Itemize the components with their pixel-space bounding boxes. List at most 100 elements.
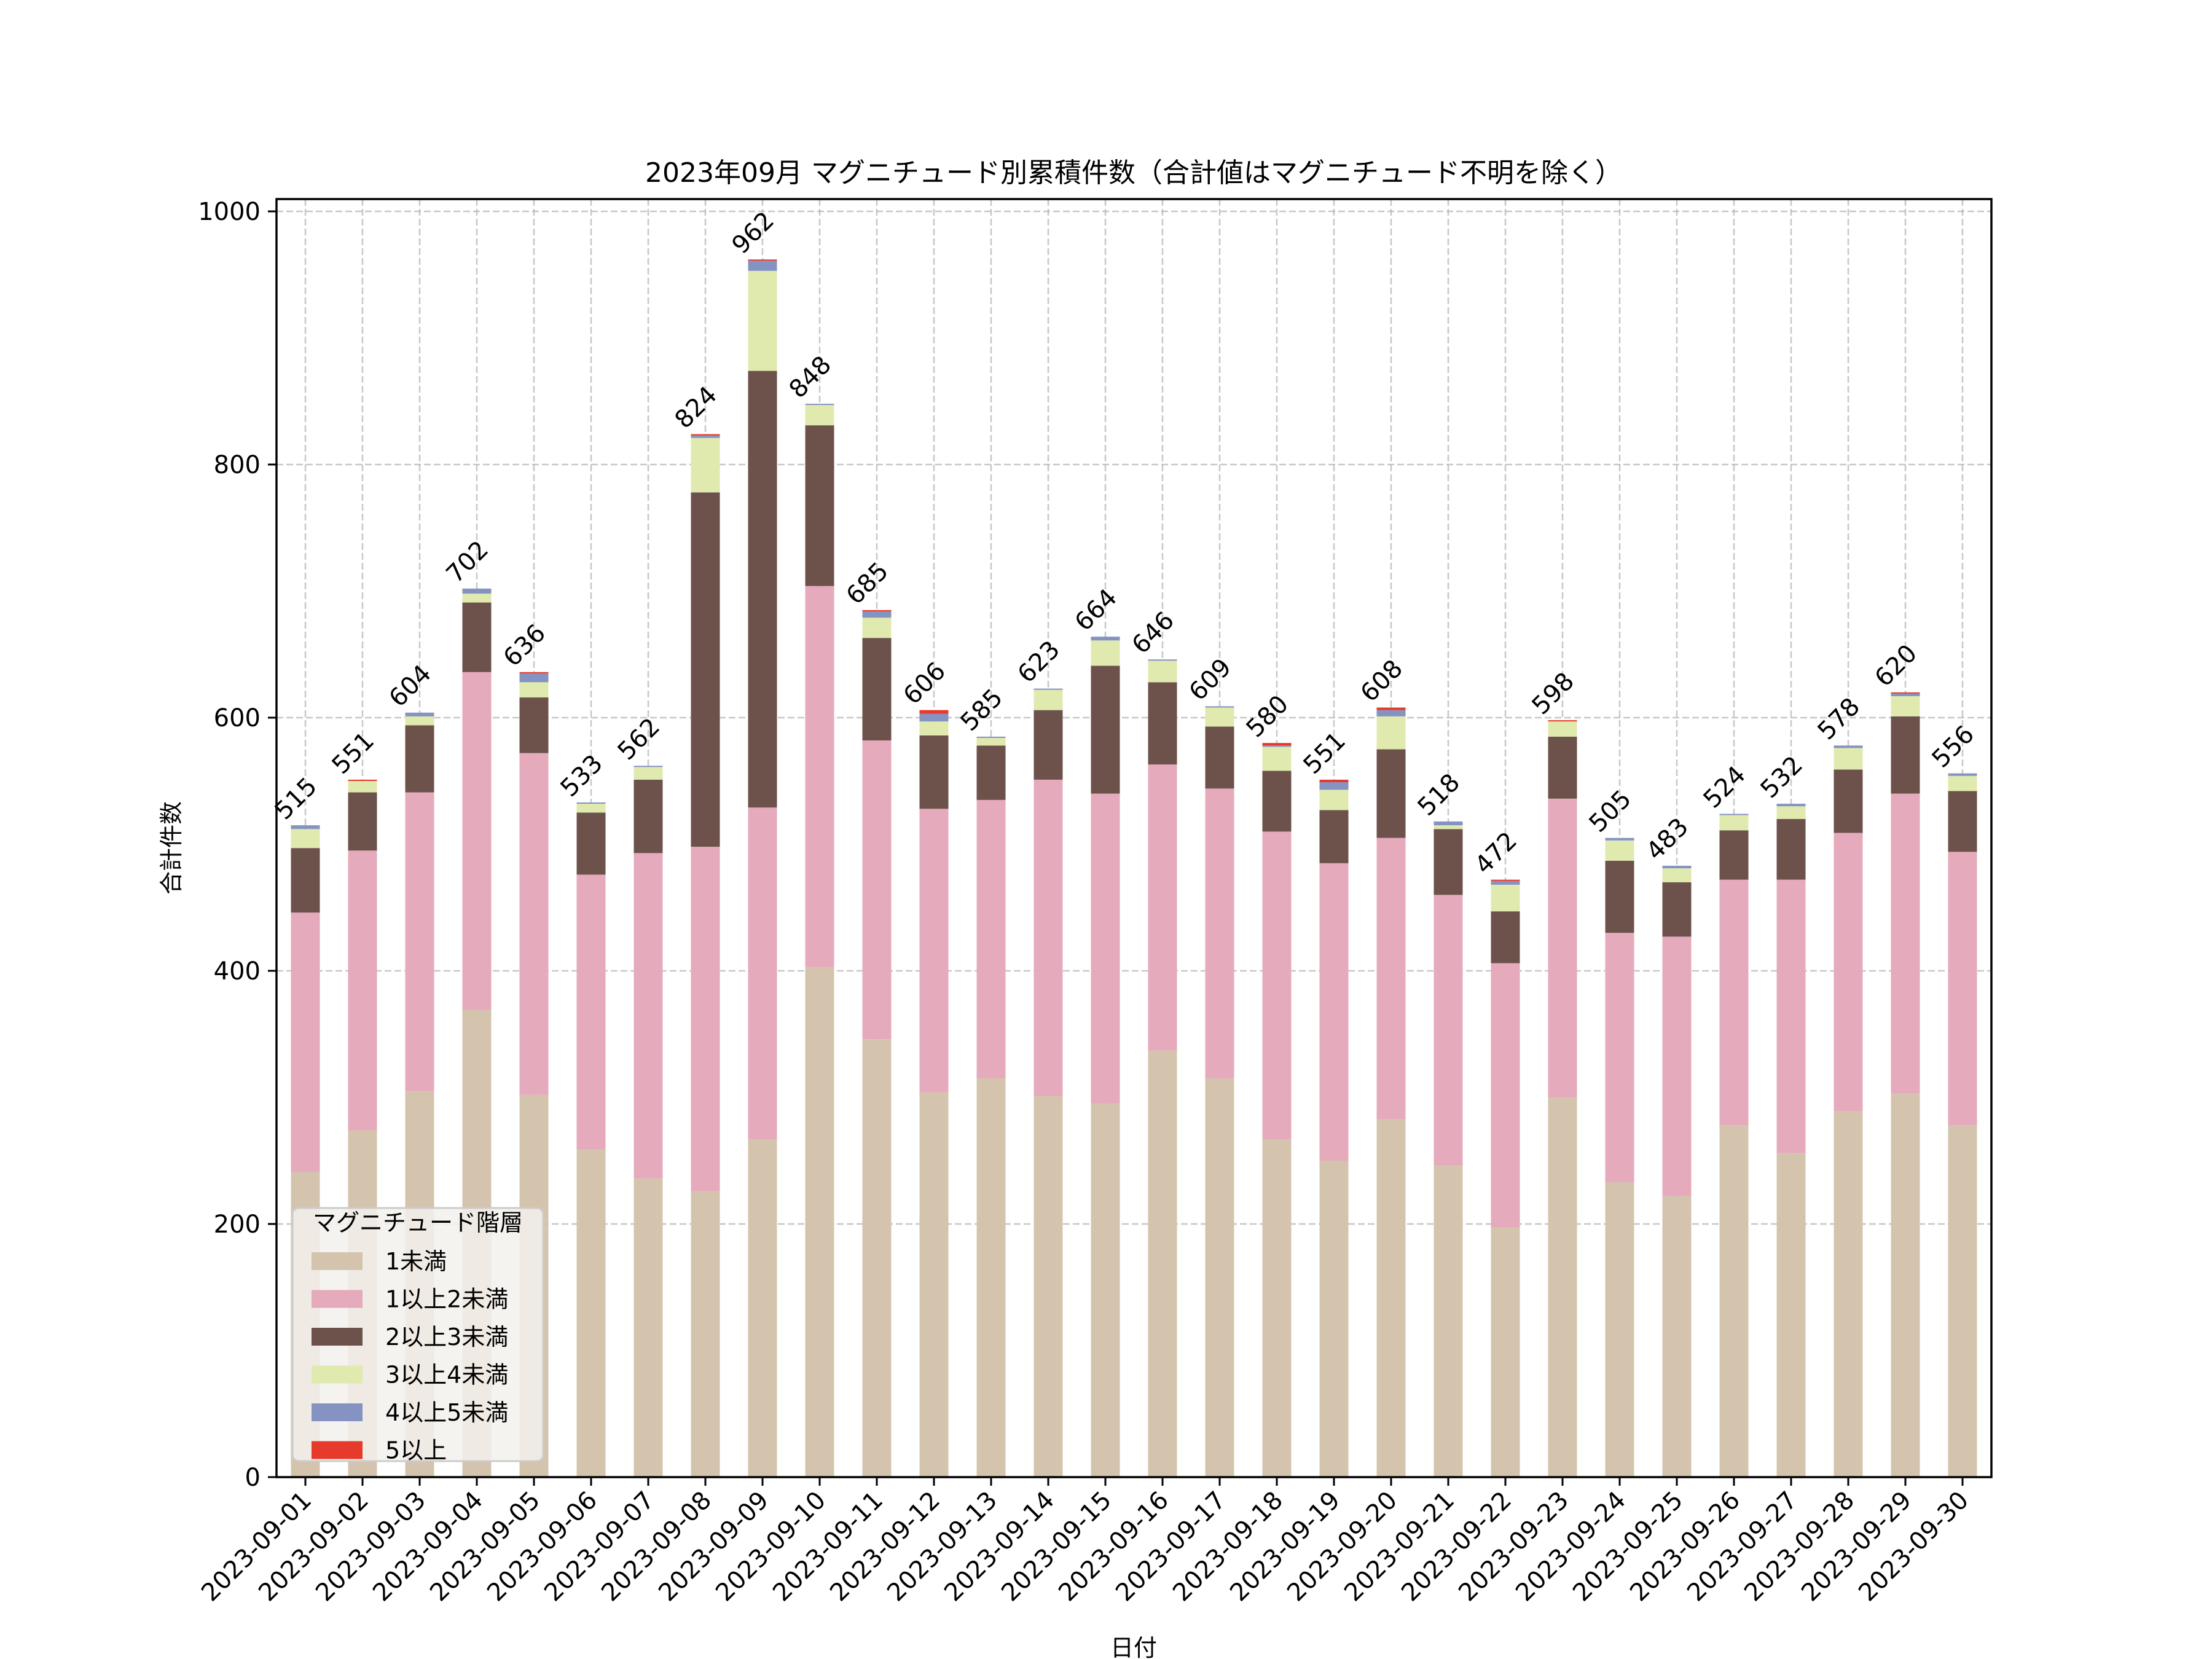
bar-segment-2-2023-09-19 [1319, 863, 1349, 1161]
bar-segment-1-2023-09-16 [1148, 1050, 1177, 1477]
bar-segment-5-2023-09-28 [1834, 745, 1863, 748]
bar-segment-6-2023-09-18 [1262, 743, 1292, 746]
bar-segment-3-2023-09-02 [348, 792, 377, 851]
bar-segment-2-2023-09-26 [1719, 879, 1749, 1126]
bar-segment-6-2023-09-05 [519, 672, 549, 673]
bar-segment-3-2023-09-29 [1891, 716, 1920, 794]
bar-segment-4-2023-09-14 [1033, 689, 1063, 710]
bar-segment-2-2023-09-24 [1605, 933, 1634, 1183]
y-tick-label: 1000 [198, 198, 261, 226]
bar-segment-1-2023-09-17 [1205, 1078, 1234, 1477]
bar-segment-4-2023-09-20 [1376, 716, 1406, 750]
bar-segment-2-2023-09-29 [1891, 793, 1920, 1094]
bar-stack-2023-09-09 [748, 259, 777, 1477]
bar-segment-2-2023-09-27 [1776, 879, 1806, 1153]
bar-segment-3-2023-09-16 [1148, 682, 1177, 765]
bar-segment-4-2023-09-28 [1834, 748, 1863, 770]
bar-segment-1-2023-09-11 [862, 1039, 892, 1477]
bar-stack-2023-09-29 [1891, 692, 1920, 1477]
bar-segment-4-2023-09-21 [1433, 825, 1463, 830]
bar-stack-2023-09-14 [1033, 688, 1063, 1477]
bar-segment-4-2023-09-30 [1948, 775, 1977, 791]
bar-segment-6-2023-09-29 [1891, 692, 1920, 694]
bar-segment-2-2023-09-14 [1033, 779, 1063, 1096]
bar-segment-1-2023-09-07 [633, 1178, 663, 1477]
y-tick-label: 400 [214, 957, 261, 986]
bar-segment-1-2023-09-29 [1891, 1093, 1920, 1477]
bar-segment-3-2023-09-05 [519, 697, 549, 753]
bar-segment-4-2023-09-25 [1662, 868, 1692, 882]
bar-segment-1-2023-09-24 [1605, 1182, 1634, 1477]
bar-stack-2023-09-07 [633, 766, 663, 1477]
bar-segment-1-2023-09-28 [1834, 1111, 1863, 1477]
bar-segment-4-2023-09-12 [919, 721, 949, 735]
bar-segment-5-2023-09-16 [1148, 659, 1177, 661]
bar-stack-2023-09-10 [805, 404, 834, 1477]
bar-segment-1-2023-09-10 [805, 967, 834, 1477]
axes-frame [275, 198, 1993, 1478]
bar-segment-1-2023-09-22 [1491, 1228, 1520, 1477]
bar-segment-2-2023-09-23 [1548, 798, 1577, 1097]
legend-title: マグニチュード階層 [313, 1209, 523, 1236]
bar-segment-4-2023-09-18 [1262, 747, 1292, 771]
y-tick-label: 200 [214, 1210, 261, 1239]
bar-segment-3-2023-09-10 [805, 425, 834, 586]
bar-segment-1-2023-09-09 [748, 1139, 777, 1477]
bar-segment-5-2023-09-22 [1491, 880, 1520, 885]
legend-swatch-3 [312, 1328, 363, 1346]
bar-segment-2-2023-09-11 [862, 740, 892, 1040]
bar-segment-1-2023-09-15 [1091, 1104, 1120, 1477]
bar-segment-2-2023-09-12 [919, 809, 949, 1092]
bar-stack-2023-09-17 [1205, 706, 1234, 1477]
bar-segment-1-2023-09-20 [1376, 1119, 1406, 1477]
bar-stack-2023-09-08 [691, 434, 720, 1477]
bar-segment-4-2023-09-09 [748, 270, 777, 371]
bar-segment-2-2023-09-03 [405, 792, 434, 1091]
bar-segment-4-2023-09-16 [1148, 661, 1177, 683]
bar-segment-3-2023-09-23 [1548, 736, 1577, 799]
bar-segment-5-2023-09-01 [291, 825, 320, 830]
bar-segment-5-2023-09-10 [805, 404, 834, 406]
bar-segment-6-2023-09-11 [862, 610, 892, 611]
bar-segment-1-2023-09-18 [1262, 1139, 1292, 1477]
bar-segment-1-2023-09-26 [1719, 1125, 1749, 1477]
bar-stack-2023-09-27 [1776, 804, 1806, 1477]
bar-stack-2023-09-20 [1376, 707, 1406, 1477]
legend-label-4: 3以上4未満 [385, 1362, 508, 1389]
bar-segment-4-2023-09-10 [805, 405, 834, 426]
y-tick-label: 800 [214, 451, 261, 479]
bar-segment-5-2023-09-07 [633, 766, 663, 767]
bar-segment-4-2023-09-06 [576, 804, 606, 813]
bar-segment-5-2023-09-14 [1033, 688, 1063, 690]
bar-segment-3-2023-09-06 [576, 812, 606, 875]
bar-segment-4-2023-09-17 [1205, 707, 1234, 727]
bar-segment-3-2023-09-26 [1719, 830, 1749, 880]
bar-segment-3-2023-09-12 [919, 735, 949, 809]
bar-segment-2-2023-09-16 [1148, 764, 1177, 1051]
legend-box [291, 1207, 544, 1462]
bar-stack-2023-09-25 [1662, 866, 1692, 1477]
bar-stack-2023-09-15 [1091, 637, 1120, 1477]
legend-label-6: 5以上 [385, 1437, 447, 1464]
bar-segment-3-2023-09-20 [1376, 749, 1406, 838]
bar-segment-4-2023-09-08 [691, 437, 720, 493]
chart-title: 2023年09月 マグニチュード別累積件数（合計値はマグニチュード不明を除く） [645, 157, 1622, 189]
bar-segment-5-2023-09-15 [1091, 637, 1120, 641]
bar-segment-3-2023-09-27 [1776, 818, 1806, 880]
bar-segment-6-2023-09-22 [1491, 879, 1520, 881]
bar-segment-1-2023-09-13 [976, 1078, 1006, 1477]
bar-segment-2-2023-09-18 [1262, 831, 1292, 1139]
bar-segment-3-2023-09-14 [1033, 710, 1063, 780]
bar-segment-4-2023-09-13 [976, 737, 1006, 746]
bar-segment-3-2023-09-25 [1662, 882, 1692, 937]
bar-stack-2023-09-06 [576, 802, 606, 1477]
bar-stack-2023-09-21 [1433, 821, 1463, 1477]
bar-segment-2-2023-09-01 [291, 912, 320, 1172]
bar-segment-3-2023-09-13 [976, 745, 1006, 800]
y-axis-label: 合計件数 [158, 801, 185, 895]
bar-segment-4-2023-09-26 [1719, 815, 1749, 831]
bar-segment-1-2023-09-25 [1662, 1196, 1692, 1477]
bar-segment-1-2023-09-27 [1776, 1153, 1806, 1477]
bar-segment-5-2023-09-19 [1319, 782, 1349, 790]
